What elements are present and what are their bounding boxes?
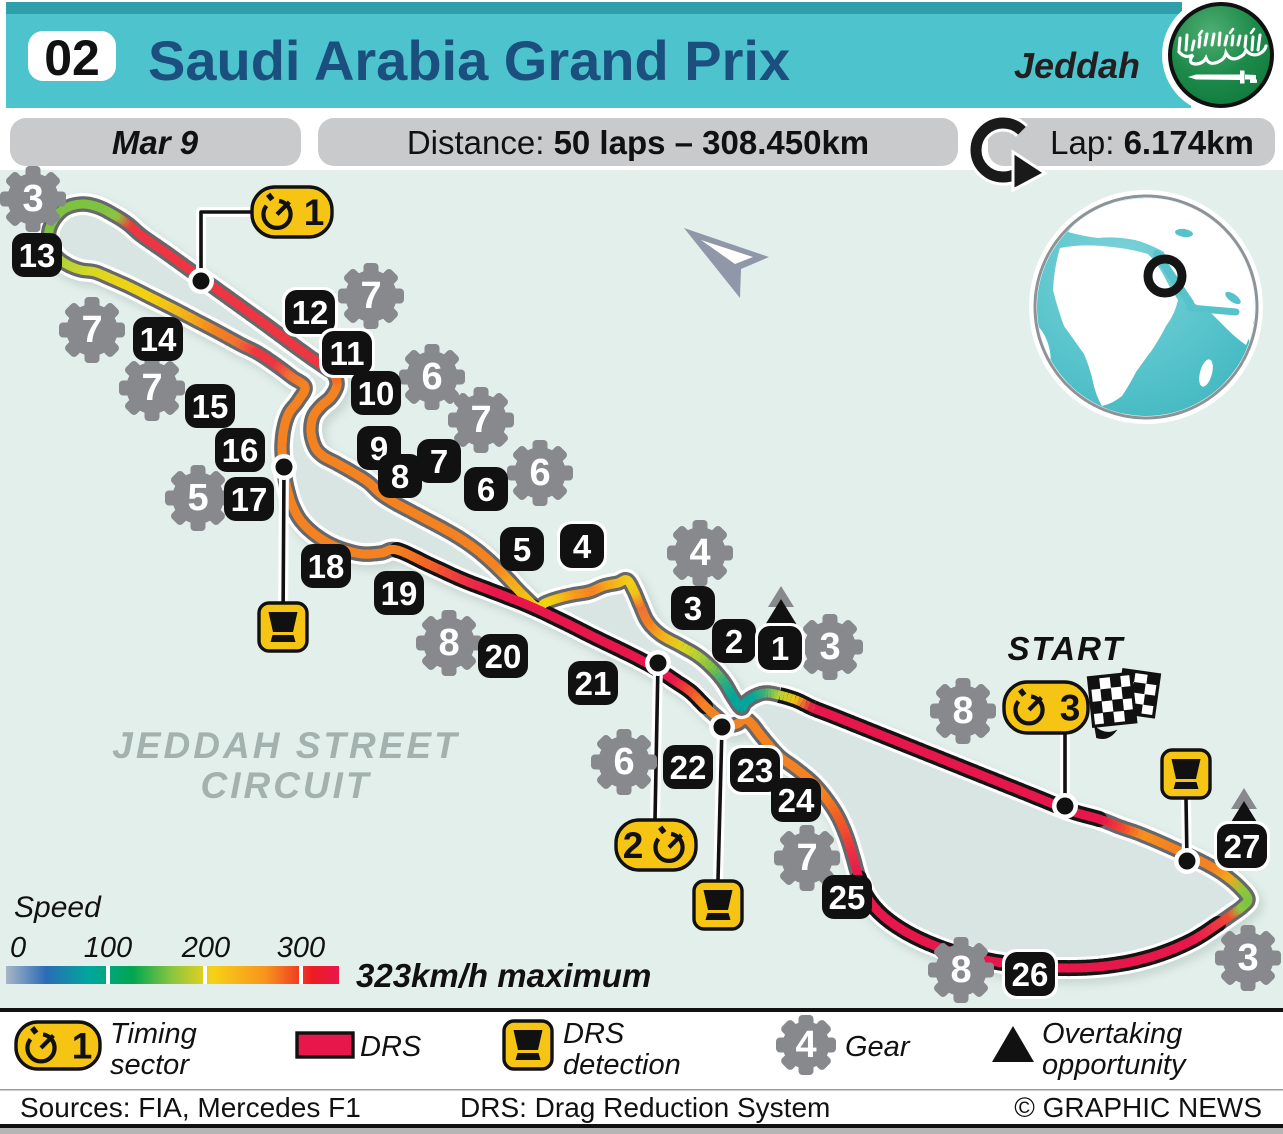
- svg-text:© GRAPHIC NEWS: © GRAPHIC NEWS: [1014, 1092, 1262, 1123]
- svg-text:22: 22: [670, 749, 707, 786]
- svg-text:7: 7: [141, 367, 162, 409]
- svg-text:3: 3: [1237, 937, 1258, 979]
- svg-text:CIRCUIT: CIRCUIT: [200, 765, 371, 806]
- svg-text:Timing: Timing: [110, 1018, 197, 1050]
- svg-text:10: 10: [358, 375, 395, 412]
- svg-text:323km/h maximum: 323km/h maximum: [356, 957, 651, 994]
- svg-text:JEDDAH STREET: JEDDAH STREET: [112, 725, 460, 766]
- svg-text:DRS: Drag Reduction System: DRS: Drag Reduction System: [460, 1092, 830, 1123]
- svg-text:27: 27: [1224, 828, 1261, 865]
- svg-text:200: 200: [181, 932, 230, 964]
- svg-text:13: 13: [19, 237, 56, 274]
- svg-text:02: 02: [44, 30, 100, 86]
- svg-text:4: 4: [689, 532, 710, 574]
- svg-text:3: 3: [684, 590, 702, 627]
- svg-text:Gear: Gear: [845, 1031, 911, 1063]
- svg-text:24: 24: [778, 782, 815, 819]
- svg-text:20: 20: [485, 638, 522, 675]
- svg-text:7: 7: [81, 309, 102, 351]
- svg-text:300: 300: [277, 932, 325, 964]
- svg-text:6: 6: [421, 356, 442, 398]
- svg-text:Distance: 50 laps – 308.450km: Distance: 50 laps – 308.450km: [407, 124, 869, 161]
- svg-text:1: 1: [771, 630, 789, 667]
- svg-text:1: 1: [72, 1026, 93, 1067]
- svg-text:18: 18: [308, 548, 345, 585]
- svg-text:8: 8: [438, 622, 459, 664]
- svg-text:100: 100: [84, 932, 132, 964]
- svg-text:Lap: 6.174km: Lap: 6.174km: [1050, 124, 1254, 161]
- svg-text:19: 19: [381, 575, 418, 612]
- svg-text:8: 8: [952, 690, 973, 732]
- svg-text:Overtaking: Overtaking: [1042, 1018, 1182, 1050]
- svg-text:opportunity: opportunity: [1042, 1049, 1187, 1081]
- svg-text:Jeddah: Jeddah: [1014, 45, 1140, 86]
- svg-text:6: 6: [613, 741, 634, 783]
- svg-text:1: 1: [304, 192, 325, 233]
- svg-text:7: 7: [470, 399, 491, 441]
- svg-text:14: 14: [140, 321, 177, 358]
- svg-text:5: 5: [513, 531, 531, 568]
- svg-text:3: 3: [22, 178, 43, 220]
- svg-text:7: 7: [360, 275, 381, 317]
- svg-text:21: 21: [575, 665, 612, 702]
- svg-text:5: 5: [187, 477, 208, 519]
- svg-text:3: 3: [819, 626, 840, 668]
- svg-text:sector: sector: [110, 1049, 190, 1081]
- svg-text:6: 6: [529, 452, 550, 494]
- svg-text:START: START: [1008, 630, 1126, 667]
- svg-text:8: 8: [950, 949, 971, 991]
- svg-text:Speed: Speed: [14, 891, 102, 924]
- svg-text:7: 7: [430, 443, 448, 480]
- svg-text:15: 15: [192, 388, 229, 425]
- svg-text:11: 11: [330, 335, 365, 372]
- svg-text:DRS: DRS: [563, 1018, 625, 1050]
- svg-text:2: 2: [623, 825, 644, 866]
- svg-text:23: 23: [737, 752, 774, 789]
- svg-text:25: 25: [829, 879, 866, 916]
- svg-text:8: 8: [391, 458, 409, 495]
- svg-text:Saudi Arabia Grand Prix: Saudi Arabia Grand Prix: [148, 29, 790, 92]
- svg-text:4: 4: [795, 1024, 816, 1066]
- svg-text:DRS: DRS: [360, 1031, 422, 1063]
- svg-text:16: 16: [222, 432, 259, 469]
- svg-text:0: 0: [10, 932, 26, 964]
- svg-text:7: 7: [796, 837, 817, 879]
- svg-text:Mar 9: Mar 9: [112, 124, 199, 161]
- svg-text:Sources: FIA, Mercedes F1: Sources: FIA, Mercedes F1: [20, 1092, 361, 1123]
- svg-text:6: 6: [477, 471, 495, 508]
- svg-text:4: 4: [573, 528, 592, 565]
- svg-text:12: 12: [292, 294, 329, 331]
- svg-text:detection: detection: [563, 1049, 681, 1081]
- svg-text:3: 3: [1060, 688, 1081, 729]
- svg-text:17: 17: [231, 481, 268, 518]
- svg-text:26: 26: [1012, 956, 1049, 993]
- svg-text:2: 2: [725, 623, 743, 660]
